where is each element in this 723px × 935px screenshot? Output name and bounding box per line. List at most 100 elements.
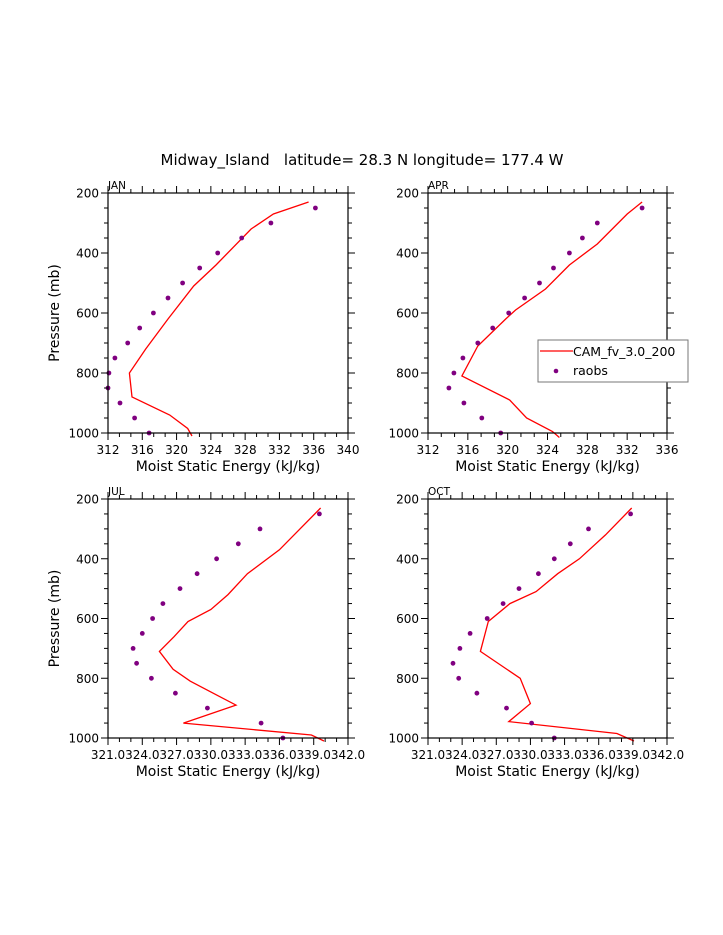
raobs-point: [313, 205, 318, 211]
raobs-point: [506, 310, 512, 316]
panel-oct: OCT 321.0 324.0 327.0 330.0 333.0 336.0 339.0 34…: [388, 486, 684, 780]
raobs-point: [500, 601, 506, 606]
y-tick-label: 800: [396, 672, 419, 686]
x-axis-label: Moist Static Energy (kJ/kg): [455, 459, 640, 475]
x-axis-label: Moist Static Energy (kJ/kg): [136, 764, 321, 780]
y-axis-label: Pressure (mb): [47, 570, 63, 668]
raobs-point: [173, 690, 178, 696]
x-tick-label: 333.0: [547, 748, 581, 762]
y-tick-label: 1000: [388, 732, 419, 746]
x-tick-label: 342.0: [331, 748, 365, 762]
y-tick-label: 200: [76, 493, 99, 507]
plot-frame: [427, 498, 668, 739]
y-tick-label: 600: [76, 307, 99, 321]
y-tick-label: 400: [396, 552, 419, 566]
model-line-apr: [461, 201, 643, 438]
raobs-point: [475, 340, 481, 346]
x-axis-label: Moist Static Energy (kJ/kg): [136, 459, 321, 475]
model-line-jan: [128, 201, 309, 437]
plot-frame: [107, 498, 349, 739]
x-tick-label: 312: [417, 443, 440, 457]
panel-title: JUL: [107, 486, 125, 498]
x-tick-label: 320: [165, 443, 188, 457]
x-tick-label: 327.0: [479, 748, 513, 762]
legend: CAM_fv_3.0_200 raobs: [537, 339, 689, 383]
raobs-point: [215, 250, 221, 256]
raobs-point: [456, 675, 462, 681]
raobs-point: [567, 541, 573, 547]
y-tick-label: 800: [76, 367, 99, 381]
x-tick-label: 324: [199, 443, 222, 457]
y-tick-label: 200: [76, 187, 99, 201]
raobs-point: [317, 511, 322, 517]
raobs-point: [125, 340, 131, 346]
legend-obs-marker: [553, 368, 559, 374]
y-axis-label: Pressure (mb): [47, 264, 63, 362]
raobs-point: [551, 556, 557, 562]
x-tick-label: 316: [456, 443, 479, 457]
x-tick-label: 336: [302, 443, 325, 457]
x-tick-label: 332: [616, 443, 639, 457]
model-line-jul: [158, 507, 325, 742]
raobs-point: [474, 690, 480, 696]
panel-jul: JUL 321.0 324.0 327.0 330.0 333.0 336.0 339.0 34…: [47, 486, 365, 780]
x-tick-label: 340: [337, 443, 360, 457]
legend-box: [537, 339, 689, 383]
raobs-point: [205, 705, 210, 711]
y-tick-label: 400: [396, 247, 419, 261]
raobs-point: [580, 235, 585, 241]
raobs-point: [235, 541, 241, 547]
raobs-point: [529, 720, 534, 726]
y-tick-label: 600: [76, 612, 99, 626]
x-tick-label: 324.0: [125, 748, 159, 762]
x-tick-label: 324: [536, 443, 559, 457]
raobs-point: [134, 660, 140, 666]
x-tick-label: 316: [131, 443, 154, 457]
y-tick-label: 1000: [68, 732, 99, 746]
x-tick-label: 320: [496, 443, 519, 457]
y-tick-label: 1000: [68, 427, 99, 441]
raobs-point: [112, 355, 118, 361]
raobs-point: [180, 280, 186, 286]
x-tick-label: 312: [97, 443, 120, 457]
raobs-point: [446, 385, 452, 391]
raobs-point: [150, 616, 156, 621]
raobs-point: [551, 265, 556, 271]
y-tick-label: 800: [396, 367, 419, 381]
raobs-point: [639, 205, 645, 211]
y-tick-label: 200: [396, 493, 419, 507]
raobs-point: [461, 400, 467, 406]
raobs-point: [504, 705, 509, 711]
x-tick-label: 333.0: [228, 748, 262, 762]
y-tick-label: 200: [396, 187, 419, 201]
legend-obs-label: raobs: [573, 363, 608, 378]
x-tick-label: 339.0: [616, 748, 650, 762]
y-tick-label: 400: [76, 247, 99, 261]
panel-apr: APR 312 316 320 324 328 332 336 200 400 600 800 1000…: [388, 180, 678, 475]
x-axis-label: Moist Static Energy (kJ/kg): [455, 764, 640, 780]
panel-title: APR: [428, 180, 449, 192]
raobs-point: [628, 511, 633, 517]
raobs-point: [490, 325, 496, 331]
x-tick-label: 321.0: [91, 748, 125, 762]
y-tick-label: 400: [76, 552, 99, 566]
x-tick-label: 332: [268, 443, 291, 457]
raobs-point: [451, 370, 457, 376]
x-tick-label: 328: [576, 443, 599, 457]
raobs-point: [258, 720, 264, 726]
y-tick-label: 1000: [388, 427, 419, 441]
raobs-point: [457, 646, 463, 651]
raobs-point: [484, 616, 490, 621]
raobs-point: [516, 586, 522, 591]
x-tick-label: 327.0: [159, 748, 193, 762]
y-tick-label: 600: [396, 612, 419, 626]
x-tick-label: 328: [234, 443, 257, 457]
raobs-point: [197, 265, 203, 271]
raobs-point: [160, 601, 166, 606]
x-tick-label: 330.0: [194, 748, 228, 762]
raobs-point: [177, 586, 183, 591]
figure-title: Midway_Island latitude= 28.3 N longitude…: [161, 151, 564, 170]
model-line-oct: [479, 507, 635, 742]
x-tick-label: 342.0: [650, 748, 684, 762]
